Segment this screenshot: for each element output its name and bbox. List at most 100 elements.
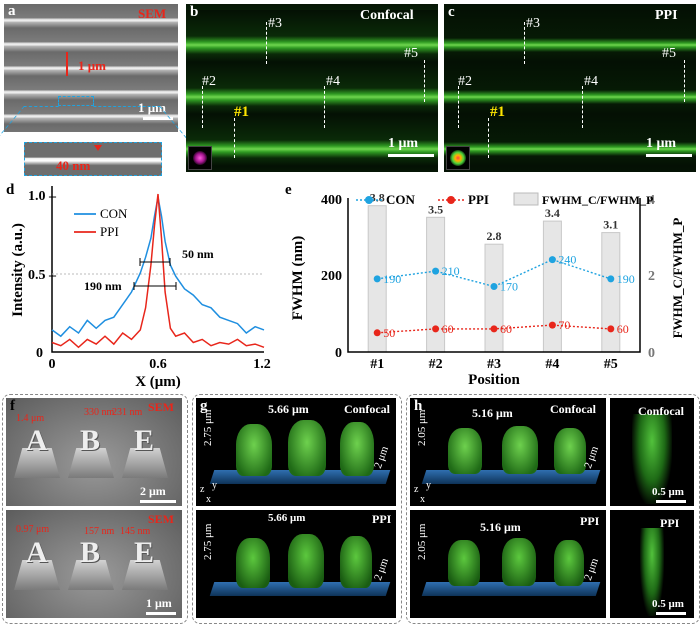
f-bot-dim-2: 157 nm: [84, 526, 115, 537]
f-top-letter-a: A: [26, 424, 48, 457]
f-top-pedestal-1: [14, 448, 60, 478]
h-top-blob-e: [554, 428, 586, 474]
e-ratio-label-4: 3.4: [545, 206, 560, 220]
panel-b-scale-text: 1 μm: [388, 136, 419, 151]
panel-c-tag: PPI: [655, 8, 678, 23]
panel-a-zoom: [24, 142, 162, 176]
b-mark2-line: [202, 86, 203, 128]
b-mark5: #5: [404, 46, 418, 61]
f-top-dim-1: 1.4 μm: [16, 413, 45, 424]
f-top-letter-b: B: [80, 424, 101, 457]
e-legend-ppi: PPI: [468, 192, 489, 207]
panel-g-frame: [192, 394, 402, 624]
d-ytick-1: 0.5 –: [28, 268, 57, 283]
e-xtick-1: #1: [370, 357, 384, 372]
panel-a-scalebar: [143, 117, 173, 120]
panel-g-top-image: [196, 398, 396, 506]
confocal-lines: [186, 4, 438, 172]
c-mark2-line: [458, 86, 459, 128]
b-mark4: #4: [326, 74, 340, 89]
e-point-ppi-1: [373, 329, 381, 337]
e-ratio-labels: 3.8 3.5 2.8 3.4 3.1: [370, 191, 619, 244]
h-axis-z: z: [414, 484, 419, 495]
e-value-ppi-3: 60: [500, 322, 512, 336]
c-mark4-line: [582, 86, 583, 128]
panel-h-top-image: [410, 398, 606, 506]
g-top-tag: Confocal: [344, 402, 390, 416]
g-axis-y: y: [212, 480, 217, 491]
e-ytick-1: 200: [321, 269, 342, 284]
b-mark5-line: [424, 60, 425, 102]
b-mark4-line: [324, 86, 325, 128]
e-ytick-right-0: 0: [648, 346, 655, 361]
ppi-lines: [444, 4, 696, 172]
d-series-ppi: [51, 193, 265, 349]
h-side-bot-glow: [640, 528, 664, 616]
panel-c-scalebar: [646, 154, 692, 157]
panel-a-sem: [4, 4, 178, 132]
e-point-con-5: [607, 275, 615, 283]
d-legend-ppi: PPI: [100, 224, 119, 239]
sem-lines: [4, 4, 178, 132]
e-ylabel: FWHM (nm): [290, 236, 306, 321]
e-xtick-5: #5: [604, 357, 618, 372]
h-side-bot-tag: PPI: [660, 516, 680, 530]
panel-c-ppi-image: [444, 4, 696, 172]
e-series-con: [377, 258, 612, 288]
e-ratio-bars: [367, 205, 621, 353]
panel-b-confocal-image: [186, 4, 438, 172]
d-fwhm-marks: [133, 258, 177, 290]
h-axis-y: y: [426, 480, 431, 491]
f-bot-pedestal-3: [122, 560, 168, 590]
f-bot-dim-1: 0.97 μm: [16, 524, 50, 535]
c-mark3-line: [524, 22, 525, 64]
e-point-ppi-2: [432, 325, 440, 333]
e-xtick-4: #4: [545, 357, 559, 372]
c-mark1-line: [488, 118, 489, 158]
d-ytick-2: 1.0 –: [28, 189, 57, 204]
e-ytick-right-1: 2: [648, 269, 655, 284]
b-mark1-line: [234, 118, 235, 158]
e-xtick-3: #3: [487, 357, 501, 372]
d-ytick-labels: 0 0.5 – 1.0 –: [28, 189, 57, 361]
h-side-bot-scale: 0.5 μm: [652, 598, 684, 610]
h-side-bot-scalebar: [656, 612, 686, 615]
panel-a-scale-text: 1 μm: [138, 100, 166, 115]
e-value-ppi-5: 60: [617, 322, 629, 336]
g-top-width: 5.66 μm: [268, 402, 309, 416]
e-value-ppi-2: 60: [442, 322, 454, 336]
f-top-letter-e: E: [134, 424, 155, 457]
f-bot-scalebar: [146, 612, 176, 615]
g-bot-blob-e: [340, 536, 372, 588]
f-top-pedestal-2: [68, 448, 114, 478]
d-xtick-0: 0: [49, 357, 56, 372]
f-bot-dim-3: 145 nm: [120, 526, 151, 537]
g-top-blob-e: [340, 422, 374, 476]
d-xlabel: X (μm): [135, 374, 181, 390]
g-top-blob-a: [236, 424, 272, 476]
d-axes: [51, 186, 264, 353]
e-legend-con: CON: [386, 192, 416, 207]
d-legend-con: CON: [100, 206, 128, 221]
panel-b-tag: Confocal: [360, 8, 414, 23]
e-xlabel: Position: [468, 372, 520, 388]
e-point-ppi-5: [607, 325, 615, 333]
g-top-blob-b: [288, 420, 326, 476]
panel-f-label: f: [10, 398, 15, 414]
e-value-con-3: 170: [500, 280, 518, 294]
h-side-top-tag: Confocal: [638, 404, 684, 418]
panel-h-side-bottom: [610, 510, 694, 618]
e-legend-ratio: FWHM_C/FWHM_P: [542, 193, 653, 207]
e-ytick-2: 400: [321, 193, 342, 208]
e-ratio-label-3: 2.8: [487, 229, 502, 243]
e-value-con-4: 240: [558, 253, 576, 267]
d-annot-50: 50 nm: [182, 247, 214, 261]
e-ratio-label-2: 3.5: [428, 202, 443, 216]
h-bot-height: 2.05 μm: [416, 523, 428, 560]
chart-d: 0 0.5 – 1.0 – 0 0.6 1.2 X (μm) Intensity…: [10, 186, 271, 390]
g-bot-blob-a: [236, 538, 270, 588]
panel-h-label: h: [414, 398, 423, 414]
panel-c-scale-text: 1 μm: [646, 136, 677, 151]
panel-a-label: a: [8, 3, 16, 19]
